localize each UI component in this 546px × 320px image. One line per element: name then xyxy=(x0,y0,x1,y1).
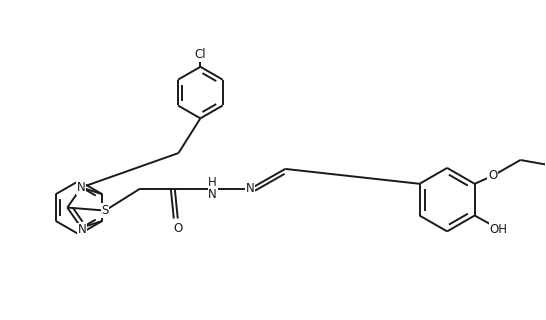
Text: H: H xyxy=(208,176,217,189)
Text: O: O xyxy=(488,169,497,182)
Text: N: N xyxy=(77,181,86,194)
Text: N: N xyxy=(246,182,255,195)
Text: N: N xyxy=(78,223,87,236)
Text: O: O xyxy=(173,222,182,235)
Text: S: S xyxy=(102,204,109,217)
Text: H: H xyxy=(208,176,217,189)
Text: N: N xyxy=(208,188,217,201)
Text: Cl: Cl xyxy=(194,48,206,61)
Text: OH: OH xyxy=(490,223,508,236)
